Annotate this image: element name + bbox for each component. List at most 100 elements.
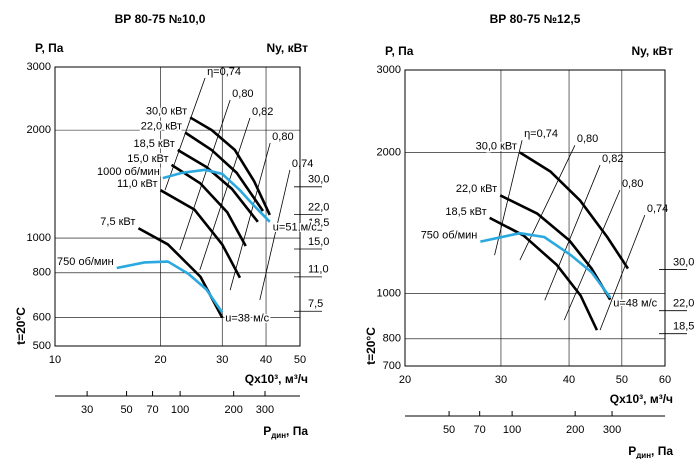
- y2-tick-label: 22,0: [308, 202, 329, 214]
- curve-label: 7,5 кВт: [100, 216, 135, 228]
- curve: [116, 260, 224, 314]
- curve-label: 30,0 кВт: [146, 105, 187, 117]
- x2-tick-label: 50: [443, 424, 455, 436]
- curve: [159, 189, 242, 279]
- y-tick-label: 2000: [27, 124, 51, 136]
- y-tick-label: 2000: [377, 146, 401, 158]
- curve-label: 18,5 кВт: [133, 138, 174, 150]
- efficiency-line: [494, 140, 523, 256]
- curve-label: 22,0 кВт: [456, 183, 497, 195]
- efficiency-label: 0,80: [577, 133, 598, 145]
- x2-tick-label: 200: [224, 404, 242, 416]
- x-tick-label: 30: [216, 354, 228, 366]
- curve: [184, 131, 265, 212]
- curve-label: 18,5 кВт: [445, 206, 486, 218]
- x2-label-unit: , Па: [651, 444, 673, 458]
- curve: [519, 151, 630, 270]
- curve: [170, 163, 247, 247]
- efficiency-label: 0,82: [252, 106, 273, 118]
- y2-tick-label: 11,0: [308, 264, 329, 276]
- y2-tick-label: 30,0: [308, 174, 329, 186]
- x2-tick-label: 70: [146, 404, 158, 416]
- x2-tick-label: 70: [474, 424, 486, 436]
- efficiency-line: [179, 99, 231, 250]
- y2-tick-label: 7,5: [308, 298, 323, 310]
- efficiency-label: 0,74: [647, 203, 668, 215]
- x2-label-unit: , Па: [286, 424, 308, 438]
- x-tick-label: 40: [563, 374, 575, 386]
- y-tick-label: 700: [383, 360, 401, 372]
- curve-label: 30,0 кВт: [476, 140, 517, 152]
- efficiency-line: [199, 117, 251, 271]
- chart-title: ВР 80-75 №10,0: [115, 12, 206, 26]
- speed-label: u=38 м/с: [225, 312, 269, 324]
- chart-title: ВР 80-75 №12,5: [490, 12, 581, 26]
- x2-tick-label: 30: [81, 404, 93, 416]
- x2-tick-label: 100: [171, 404, 189, 416]
- efficiency-label: 0,82: [602, 153, 623, 165]
- y-tick-label: 3000: [377, 64, 401, 76]
- x-tick-label: 20: [399, 374, 411, 386]
- x2-label-sub: дин: [636, 451, 651, 459]
- efficiency-line: [259, 169, 291, 301]
- efficiency-label: 0,74: [292, 158, 313, 170]
- y2-tick-label: 18,5: [673, 321, 694, 333]
- curve-label: 11,0 кВт: [117, 178, 157, 190]
- y-tick-label: 500: [33, 340, 51, 352]
- y2-tick-label: 22,0: [673, 298, 694, 310]
- x-tick-label: 50: [294, 354, 306, 366]
- x2-tick-label: 300: [603, 424, 621, 436]
- y2-axis-label: Ny, кВт: [266, 41, 308, 55]
- y-tick-label: 1000: [377, 287, 401, 299]
- y-axis-label: P, Па: [385, 44, 414, 58]
- y2-tick-label: 15,0: [308, 236, 329, 248]
- x2-tick-label: 200: [566, 424, 584, 436]
- x2-tick-label: 50: [120, 404, 132, 416]
- efficiency-label: η=0,74: [524, 128, 558, 140]
- x-axis-label: Qx10³, м³/ч: [245, 372, 308, 386]
- efficiency-label: 0,80: [272, 131, 293, 143]
- curve-label: 22,0 кВт: [141, 120, 182, 132]
- x2-axis-label: Pдин, Па: [263, 424, 308, 440]
- x-tick-label: 60: [659, 374, 671, 386]
- curve-label: 750 об/мин: [57, 256, 114, 268]
- y-tick-label: 1000: [27, 232, 51, 244]
- y-tick-label: 800: [383, 333, 401, 345]
- curve: [177, 148, 259, 223]
- side-label: t=20°C: [364, 327, 378, 365]
- efficiency-label: η=0,74: [207, 66, 241, 78]
- side-label: t=20°C: [14, 307, 28, 345]
- x2-axis-label: Pдин, Па: [628, 444, 673, 459]
- speed-label: u=51 м/с: [273, 222, 317, 234]
- efficiency-label: 0,80: [622, 178, 643, 190]
- y-tick-label: 3000: [27, 61, 51, 73]
- x-tick-label: 50: [616, 374, 628, 386]
- x-tick-label: 30: [495, 374, 507, 386]
- x-axis-label: Qx10³, м³/ч: [610, 392, 673, 406]
- y2-axis-label: Ny, кВт: [631, 44, 673, 58]
- curve: [189, 116, 271, 216]
- x-tick-label: 40: [260, 354, 272, 366]
- x-tick-label: 20: [154, 354, 166, 366]
- curve-label: 1000 об/мин: [97, 166, 160, 178]
- x2-label-main: P: [263, 424, 271, 438]
- x2-tick-label: 100: [503, 424, 521, 436]
- x2-label-sub: дин: [271, 431, 286, 440]
- efficiency-line: [563, 189, 621, 321]
- y2-tick-label: 30,0: [673, 256, 694, 268]
- efficiency-line: [599, 214, 646, 331]
- x2-tick-label: 300: [256, 404, 274, 416]
- curve: [162, 168, 271, 223]
- curve-label: 15,0 кВт: [127, 153, 168, 165]
- y-tick-label: 600: [33, 312, 51, 324]
- speed-label: u=48 м/с: [613, 297, 657, 309]
- x-tick-label: 10: [49, 354, 61, 366]
- efficiency-line: [544, 164, 601, 301]
- efficiency-line: [229, 142, 271, 291]
- curve-label: 750 об/мин: [421, 230, 478, 242]
- y2-tick-label: 18,5: [308, 217, 329, 229]
- efficiency-label: 0,80: [232, 88, 253, 100]
